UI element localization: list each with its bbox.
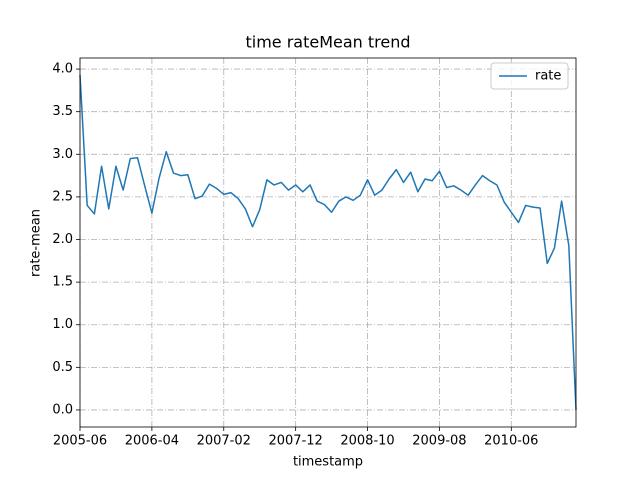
y-tick-label: 3.5 <box>52 104 73 119</box>
x-tick-label: 2008-10 <box>340 434 394 449</box>
y-tick-label: 1.0 <box>52 317 73 332</box>
legend-label: rate <box>535 69 561 84</box>
y-tick-label: 2.5 <box>52 189 73 204</box>
x-tick-label: 2010-06 <box>484 434 538 449</box>
chart-title: time rateMean trend <box>245 33 410 52</box>
x-tick-label: 2006-04 <box>125 434 179 449</box>
y-tick-label: 4.0 <box>52 62 73 77</box>
plot-frame <box>79 57 577 428</box>
y-tick-label: 0.5 <box>52 360 73 375</box>
x-axis-label: timestamp <box>293 455 363 470</box>
y-tick-label: 0.0 <box>52 402 73 417</box>
legend-box <box>490 62 569 90</box>
x-tick-label: 2007-02 <box>197 434 251 449</box>
y-tick-label: 1.5 <box>52 275 73 290</box>
x-tick-label: 2005-06 <box>53 434 107 449</box>
x-tick-label: 2007-12 <box>268 434 322 449</box>
data-line <box>79 74 577 410</box>
x-tick-label: 2009-08 <box>412 434 466 449</box>
y-tick-label: 3.0 <box>52 147 73 162</box>
y-axis-label: rate-mean <box>29 209 44 277</box>
y-tick-label: 2.0 <box>52 232 73 247</box>
